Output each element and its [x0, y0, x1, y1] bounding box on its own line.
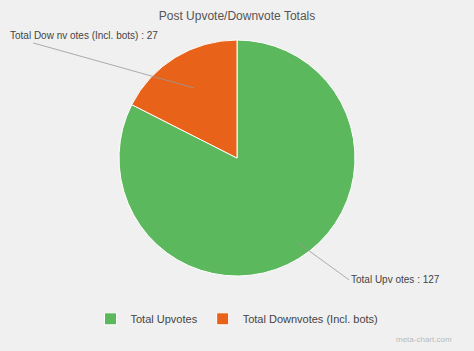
svg-text:Post Upvote/Downvote Totals: Post Upvote/Downvote Totals [159, 9, 316, 23]
svg-text:Total Upvotes: Total Upvotes [131, 313, 198, 325]
svg-text:Total Dow nv otes (Incl. bots): Total Dow nv otes (Incl. bots) : 27 [10, 30, 158, 41]
svg-text:Total Upv otes : 127: Total Upv otes : 127 [351, 274, 440, 285]
svg-text:meta-chart.com: meta-chart.com [396, 335, 452, 344]
svg-text:Total Downvotes (Incl. bots): Total Downvotes (Incl. bots) [243, 313, 378, 325]
